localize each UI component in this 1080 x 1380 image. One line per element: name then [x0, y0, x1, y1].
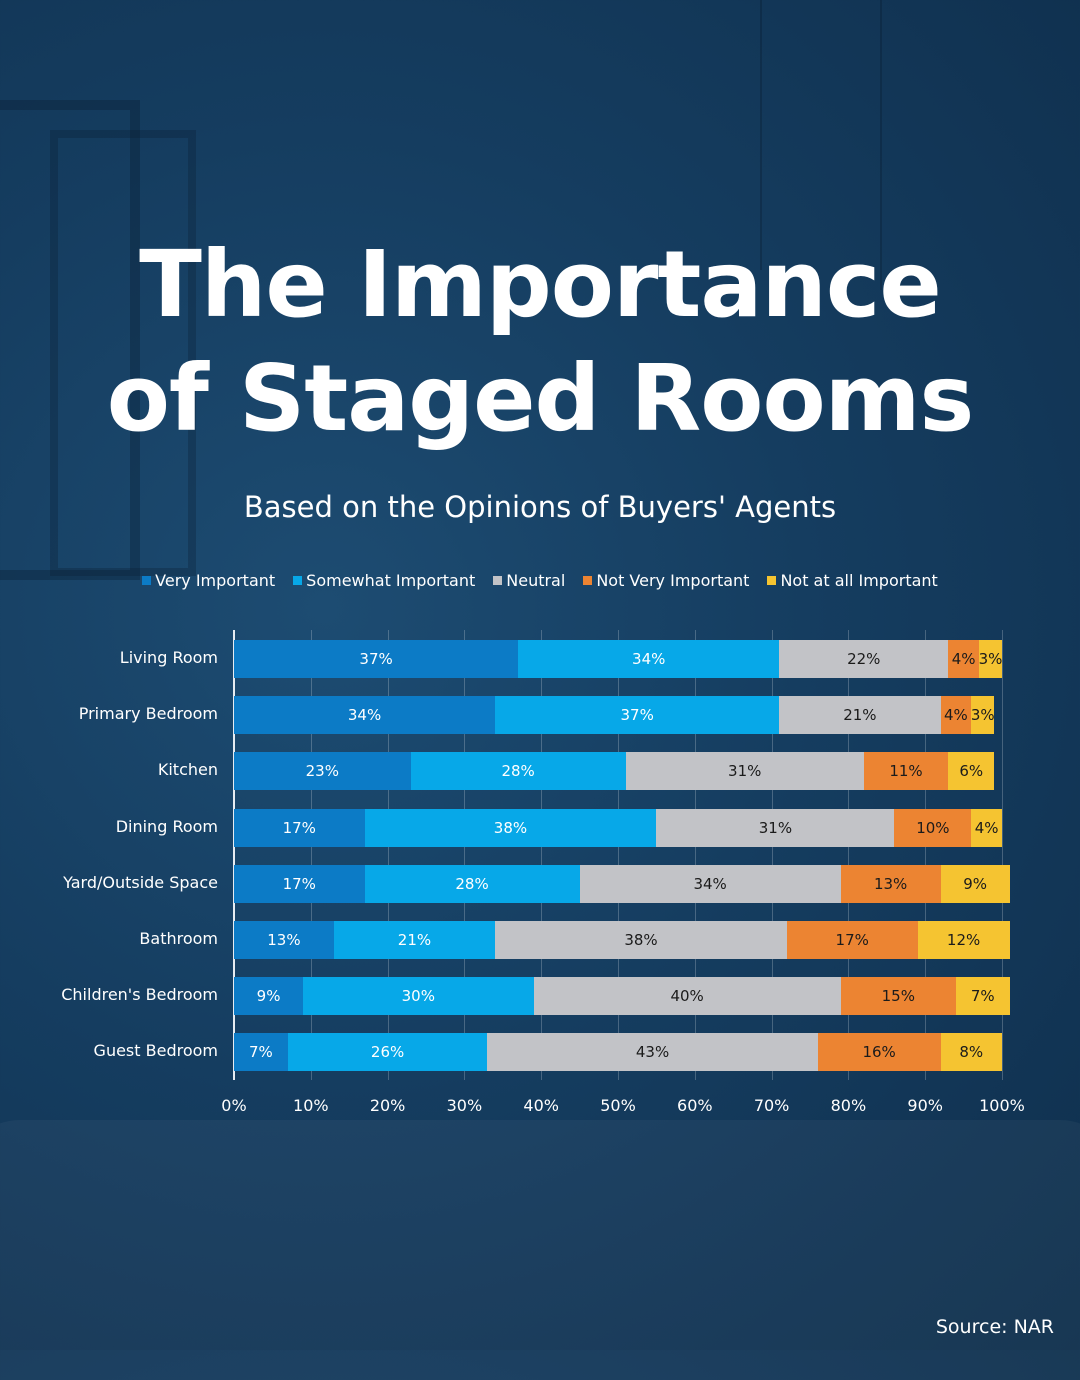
legend-swatch — [767, 576, 777, 585]
x-tick-label: 100% — [979, 1096, 1025, 1115]
bar-segment: 40% — [533, 977, 841, 1016]
category-label: Bathroom — [139, 929, 218, 948]
category-label: Dining Room — [115, 816, 218, 836]
bar-segment: 38% — [364, 808, 657, 847]
bar-segment: 9% — [940, 864, 1010, 903]
bar-segment: 21% — [333, 921, 496, 959]
category-label: Guest Bedroom — [93, 1041, 218, 1061]
bar-segment: 37% — [234, 640, 519, 678]
bar-segment: 28% — [410, 752, 626, 791]
x-tick-label: 80% — [830, 1096, 867, 1115]
bar-segment: 6% — [948, 752, 995, 791]
legend-label: Not Very Important — [596, 571, 750, 590]
background-sofa — [0, 1120, 1080, 1380]
category-label: Yard/Outside Space — [63, 872, 218, 892]
legend-label: Not at all Important — [780, 571, 938, 590]
bar-segment: 13% — [840, 864, 941, 903]
legend-item: Very Important — [142, 571, 275, 590]
bar-segment: 22% — [779, 640, 949, 678]
x-tick-label: 20% — [369, 1096, 406, 1115]
bar-segment: 23% — [234, 752, 411, 791]
x-tick-label: 60% — [677, 1096, 713, 1115]
x-tick-label: 40% — [523, 1096, 559, 1115]
page-title: The Importance of Staged Rooms — [0, 228, 1080, 456]
chart-legend: Very Important Somewhat Important Neutral N… — [0, 571, 1080, 590]
bar-segment: 31% — [656, 808, 895, 847]
bar-segment: 16% — [817, 1033, 941, 1072]
x-tick-label: 70% — [753, 1096, 790, 1115]
bar-segment: 4% — [971, 808, 1002, 847]
legend-item: Somewhat Important — [293, 571, 475, 590]
category-label: Primary Bedroom — [78, 704, 218, 724]
source-note: Source: NAR — [935, 1316, 1054, 1338]
bar-segment: 21% — [779, 696, 941, 735]
bar-segment: 34% — [579, 864, 841, 903]
x-tick-label: 90% — [907, 1096, 943, 1115]
x-tick-label: 0% — [221, 1096, 247, 1115]
category-label: Children's Bedroom — [61, 985, 218, 1005]
legend-swatch — [583, 576, 593, 585]
bar-segment: 34% — [518, 640, 780, 678]
bar-segment: 4% — [940, 696, 972, 735]
bar-segment: 11% — [863, 752, 949, 791]
bar-segment: 4% — [948, 640, 979, 678]
x-tick-label: 30% — [446, 1096, 483, 1115]
bar-segment: 17% — [234, 808, 365, 847]
bar-segment: 10% — [894, 808, 972, 847]
legend-label: Somewhat Important — [306, 571, 476, 590]
legend-label: Neutral — [506, 571, 566, 590]
bar-segment: 12% — [917, 921, 1010, 959]
bar-segment: 34% — [234, 696, 496, 735]
y-axis-line — [233, 630, 235, 1080]
gridline — [694, 630, 696, 1080]
bar-segment: 26% — [287, 1033, 488, 1072]
x-tick-label: 10% — [293, 1096, 329, 1115]
page-subtitle: Based on the Opinions of Buyers' Agents — [243, 490, 837, 524]
legend-swatch — [293, 576, 303, 585]
bar-segment: 7% — [234, 1033, 288, 1072]
gridline — [618, 630, 619, 1080]
bar-segment: 43% — [487, 1033, 818, 1072]
category-label: Kitchen — [157, 760, 218, 780]
stacked-bar-chart: 0% 10% 20% 30% 40% 50% 60% 70% 80% 90% 100% Living … — [0, 620, 1080, 1120]
bar-segment: 28% — [364, 864, 580, 903]
legend-label: Very Important — [155, 571, 276, 590]
category-label: Living Room — [119, 648, 218, 667]
gridline — [310, 630, 312, 1080]
gridline — [1002, 630, 1003, 1080]
legend-item: Neutral — [493, 571, 565, 590]
bar-segment: 8% — [940, 1033, 1002, 1072]
bar-segment: 37% — [495, 696, 780, 735]
bar-segment: 38% — [495, 921, 787, 959]
gridline — [464, 630, 466, 1080]
title-line-2: of Staged Rooms — [106, 345, 975, 452]
gridline — [387, 630, 389, 1080]
bar-segment: 9% — [234, 977, 304, 1016]
bar-segment: 3% — [979, 640, 1002, 678]
bar-segment: 15% — [840, 977, 956, 1016]
legend-item: Not at all Important — [767, 571, 938, 590]
gridline — [771, 630, 773, 1080]
legend-swatch — [142, 576, 152, 585]
gridline — [541, 630, 543, 1080]
legend-item: Not Very Important — [583, 571, 749, 590]
bar-segment: 3% — [971, 696, 995, 735]
bar-segment: 17% — [234, 864, 365, 903]
gridline — [925, 630, 927, 1080]
bar-segment: 17% — [786, 921, 918, 959]
legend-swatch — [493, 576, 503, 585]
bar-segment: 7% — [955, 977, 1010, 1016]
bar-segment: 30% — [303, 977, 534, 1016]
bar-segment: 13% — [234, 921, 334, 959]
x-tick-label: 50% — [600, 1096, 636, 1115]
bar-segment: 31% — [625, 752, 864, 791]
title-line-1: The Importance — [139, 231, 942, 338]
gridline — [848, 630, 850, 1080]
